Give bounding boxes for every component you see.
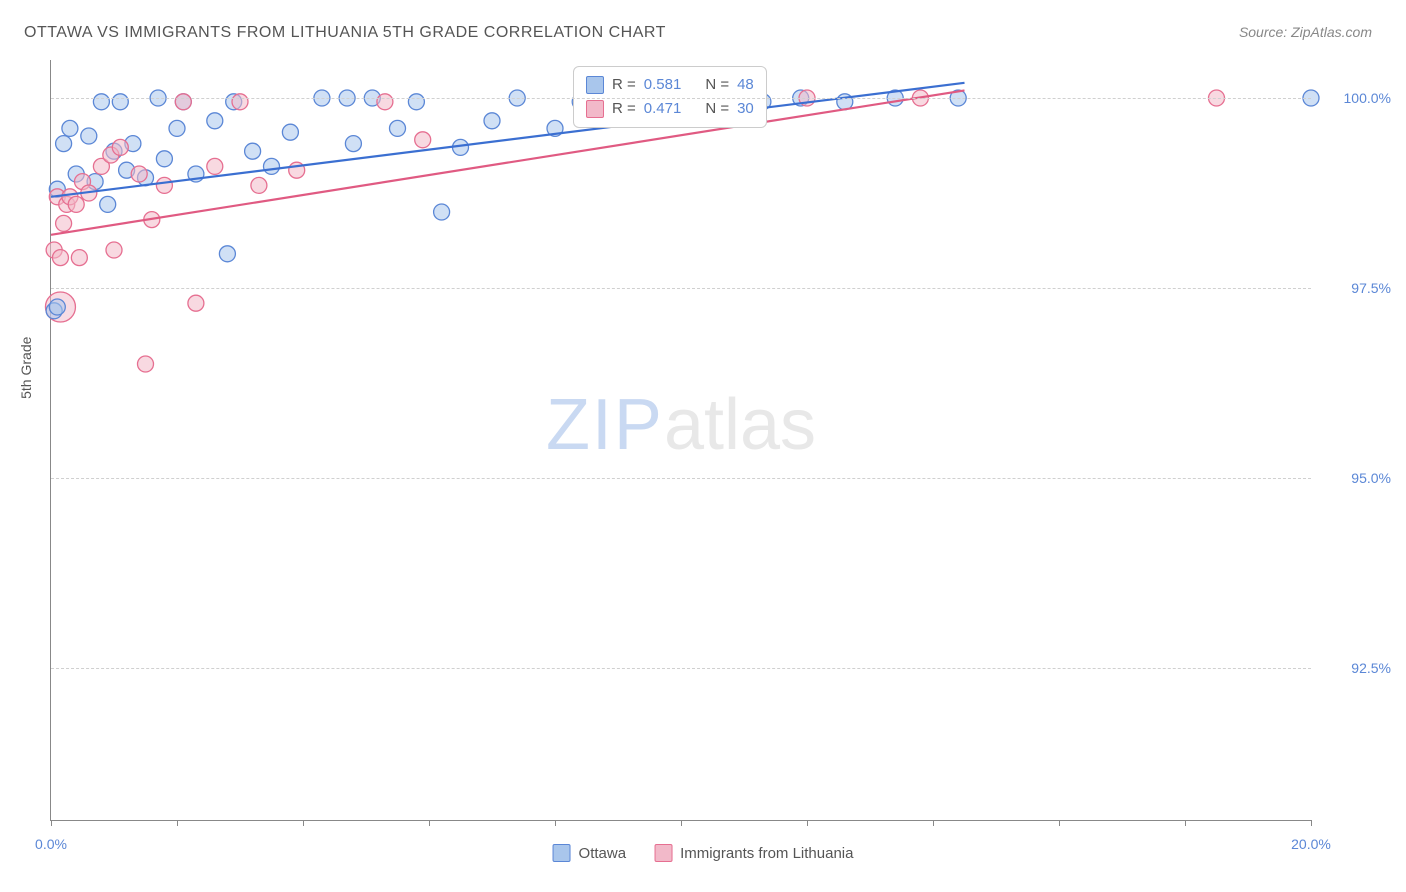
scatter-point [188,295,204,311]
legend-swatch [553,844,571,862]
x-tick [303,820,304,826]
legend-swatch [654,844,672,862]
x-tick [51,820,52,826]
legend-swatch [586,100,604,118]
gridline-h [51,668,1311,669]
scatter-point [156,151,172,167]
scatter-point [390,120,406,136]
source-attribution: Source: ZipAtlas.com [1239,24,1372,40]
legend-r-value: 0.471 [644,97,682,121]
scatter-point [81,128,97,144]
stats-legend-row: R = 0.471 N = 30 [586,97,754,121]
scatter-point [112,139,128,155]
x-tick [681,820,682,826]
scatter-point [93,94,109,110]
x-tick [555,820,556,826]
x-tick [807,820,808,826]
scatter-point [62,120,78,136]
stats-legend-row: R = 0.581 N = 48 [586,73,754,97]
bottom-legend-label: Immigrants from Lithuania [680,845,853,862]
scatter-point [169,120,185,136]
scatter-point [56,136,72,152]
scatter-point [484,113,500,129]
y-tick-label: 92.5% [1321,660,1391,676]
y-axis-label: 5th Grade [18,337,34,399]
legend-n-value: 30 [737,97,754,121]
scatter-point [68,196,84,212]
chart-title: OTTAWA VS IMMIGRANTS FROM LITHUANIA 5TH … [24,24,666,42]
scatter-point [106,242,122,258]
gridline-h [51,98,1311,99]
y-tick-label: 97.5% [1321,280,1391,296]
scatter-point [207,158,223,174]
scatter-point [415,132,431,148]
plot-area: ZIPatlas R =0.581N =48R =0.471N =30 92.5… [50,60,1311,821]
scatter-point [232,94,248,110]
bottom-legend-item: Immigrants from Lithuania [654,844,853,862]
scatter-point [434,204,450,220]
gridline-h [51,288,1311,289]
legend-n-label: N = [705,73,729,97]
y-tick-label: 100.0% [1321,90,1391,106]
scatter-point [100,196,116,212]
x-tick [933,820,934,826]
legend-r-label: R = [612,73,636,97]
x-tick [1311,820,1312,826]
scatter-point [56,215,72,231]
legend-swatch [586,76,604,94]
x-tick [1059,820,1060,826]
scatter-point [408,94,424,110]
x-tick [1185,820,1186,826]
trend-line [51,90,965,234]
scatter-point [219,246,235,262]
scatter-point [156,177,172,193]
scatter-point [345,136,361,152]
bottom-legend: Ottawa Immigrants from Lithuania [553,844,854,862]
scatter-point [52,250,68,266]
scatter-point [245,143,261,159]
gridline-h [51,478,1311,479]
scatter-point [251,177,267,193]
x-tick [429,820,430,826]
legend-n-value: 48 [737,73,754,97]
bottom-legend-label: Ottawa [579,845,627,862]
x-tick-label: 0.0% [35,836,67,852]
scatter-point [282,124,298,140]
bottom-legend-item: Ottawa [553,844,627,862]
scatter-point [49,299,65,315]
scatter-point [71,250,87,266]
legend-r-label: R = [612,97,636,121]
scatter-point [175,94,191,110]
scatter-point [138,356,154,372]
y-tick-label: 95.0% [1321,470,1391,486]
scatter-point [377,94,393,110]
scatter-point [207,113,223,129]
chart-svg [51,60,1311,820]
scatter-point [112,94,128,110]
scatter-point [264,158,280,174]
x-tick [177,820,178,826]
scatter-point [131,166,147,182]
legend-r-value: 0.581 [644,73,682,97]
x-tick-label: 20.0% [1291,836,1331,852]
legend-n-label: N = [705,97,729,121]
stats-legend: R = 0.581 N = 48 R = 0.471 N = 30 [573,66,767,128]
